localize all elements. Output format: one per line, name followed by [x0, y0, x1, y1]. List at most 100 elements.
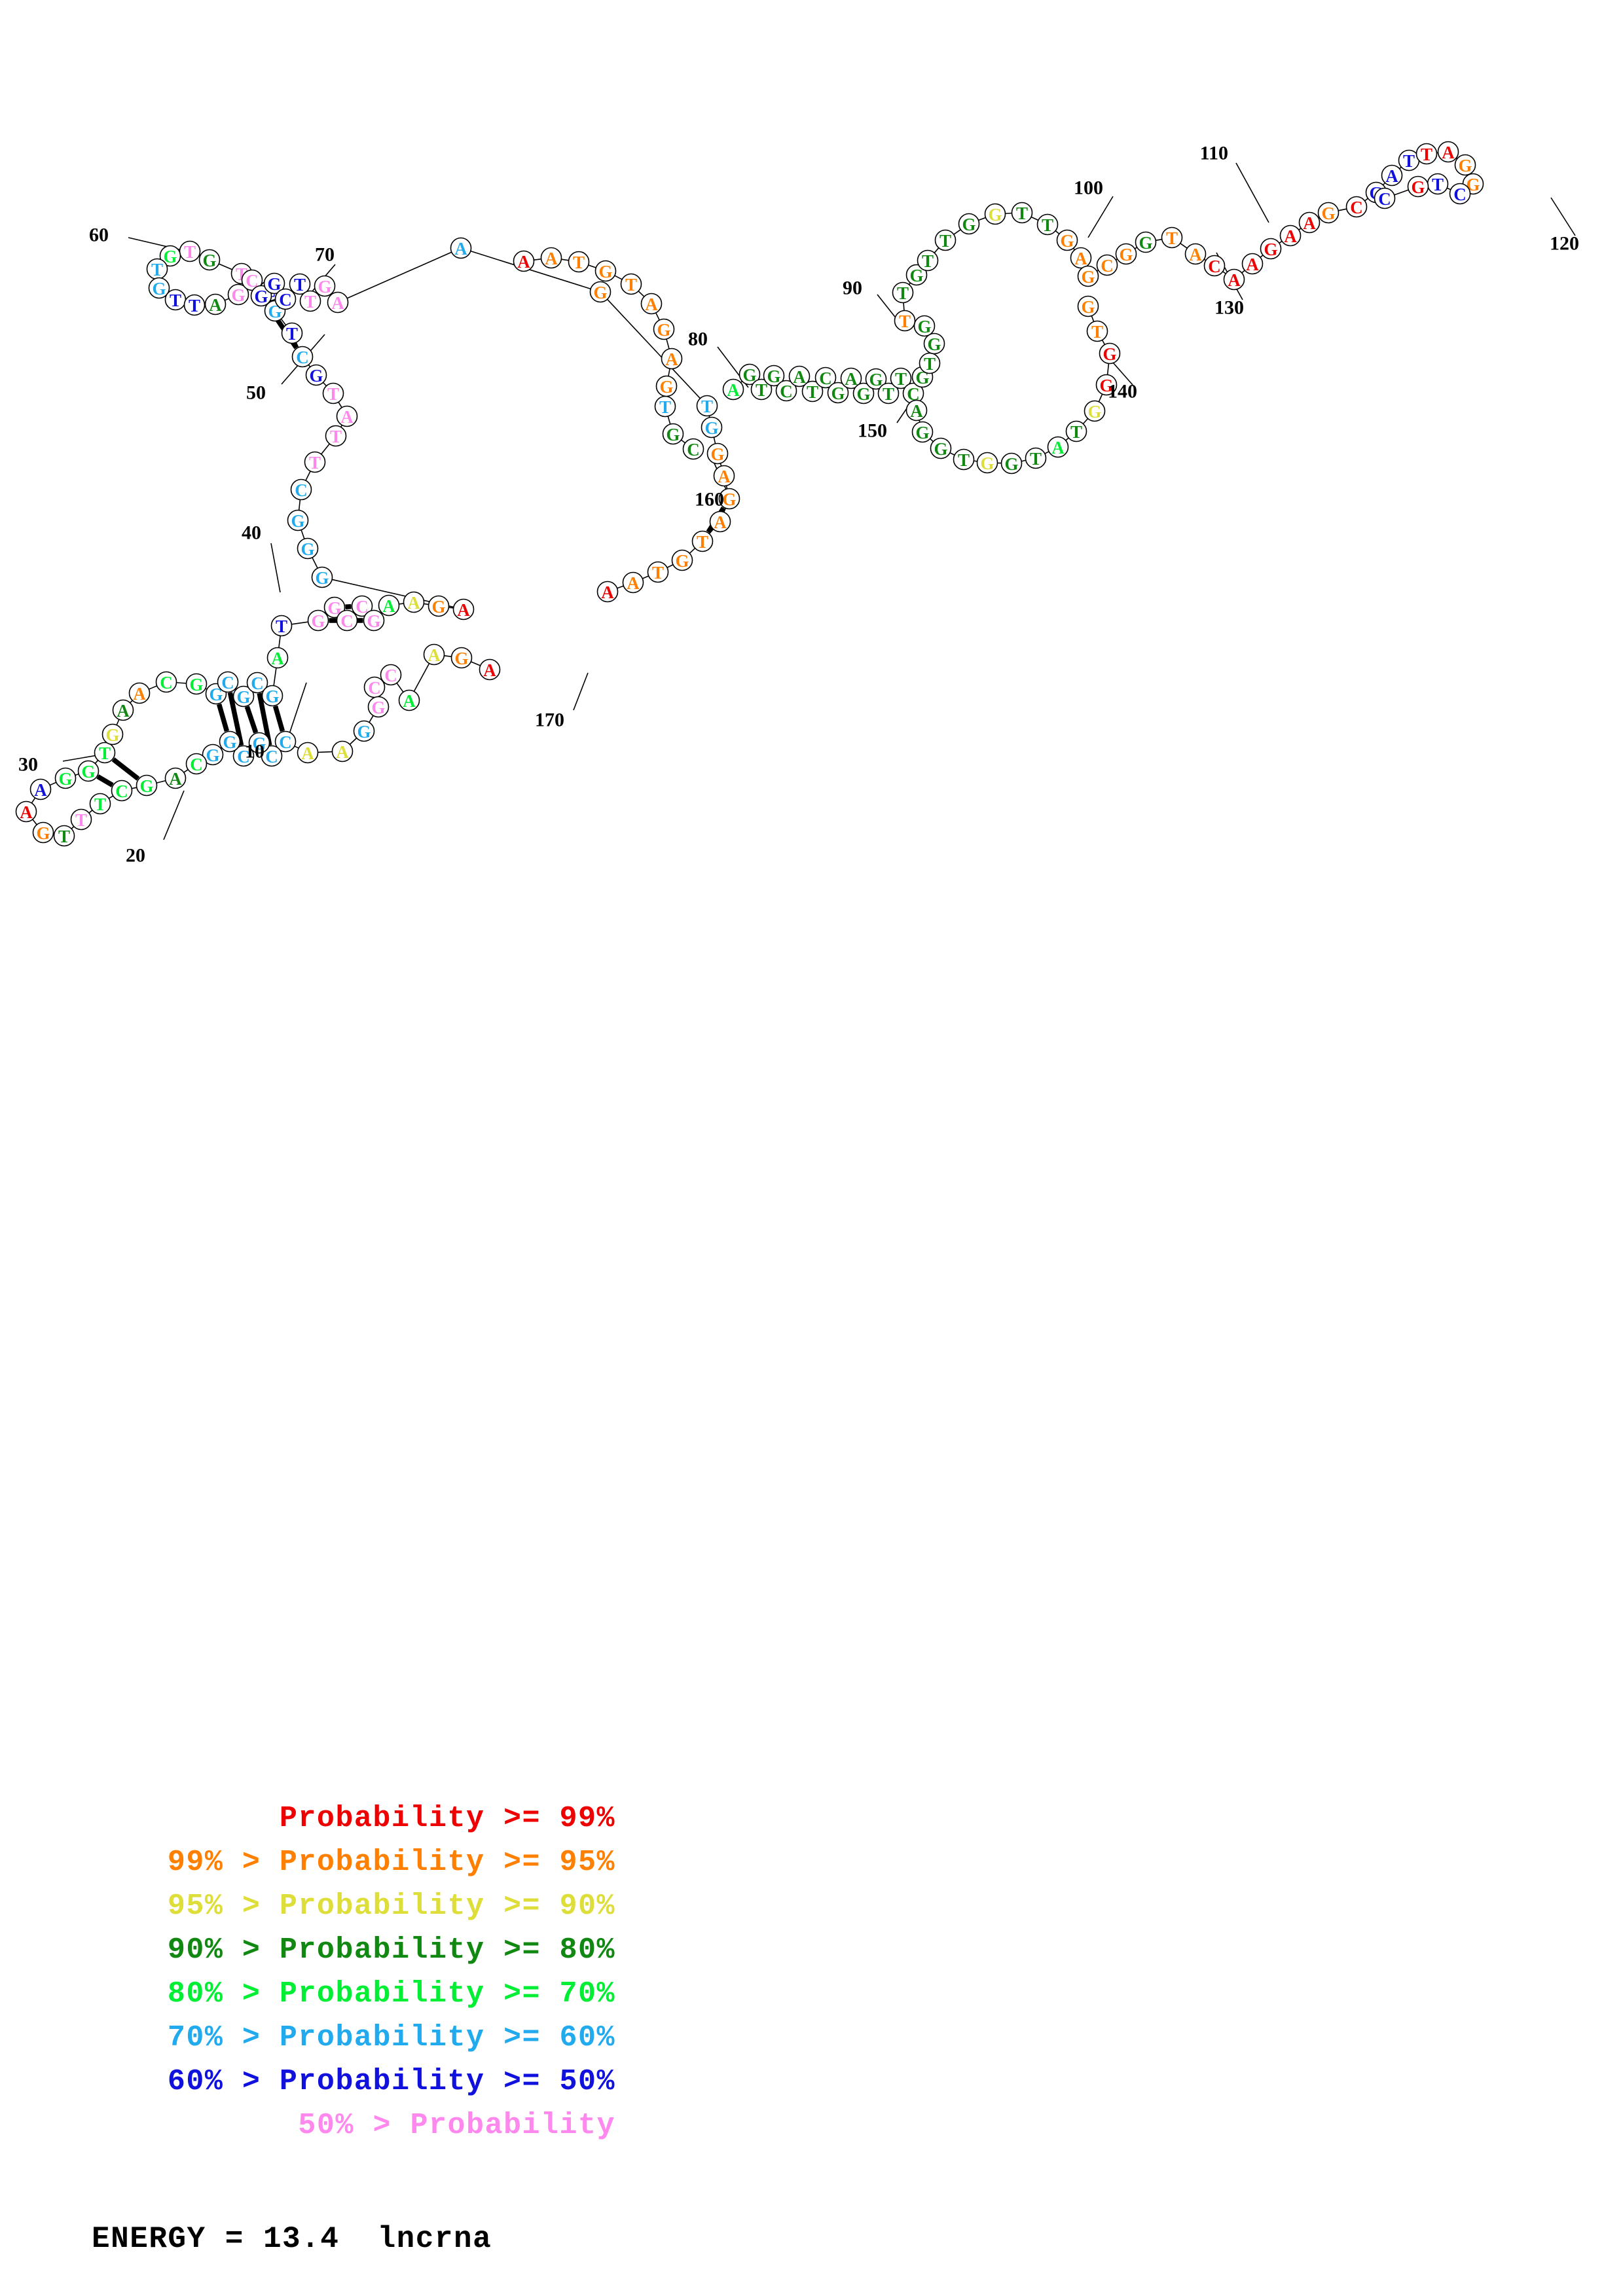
nucleotide[interactable]: T [953, 448, 975, 471]
nucleotide[interactable]: C [111, 780, 133, 802]
nucleotide[interactable]: G [353, 720, 375, 742]
nucleotide[interactable]: G [718, 488, 740, 510]
nucleotide[interactable]: A [596, 581, 619, 603]
nucleotide[interactable]: T [919, 352, 941, 374]
nucleotide[interactable]: G [185, 673, 208, 695]
nucleotide[interactable]: A [1223, 268, 1245, 291]
nucleotide[interactable]: G [148, 277, 170, 299]
nucleotide[interactable]: T [179, 240, 201, 262]
nucleotide[interactable]: T [647, 561, 669, 583]
nucleotide[interactable]: C [682, 438, 704, 460]
nucleotide[interactable]: T [890, 367, 912, 389]
nucleotide[interactable]: G [1317, 202, 1340, 224]
nucleotide[interactable]: A [479, 658, 501, 681]
nucleotide[interactable]: T [1065, 420, 1087, 442]
nucleotide[interactable]: G [307, 609, 329, 632]
nucleotide[interactable]: T [70, 808, 92, 831]
nucleotide[interactable]: G [136, 774, 158, 797]
nucleotide[interactable]: T [654, 395, 676, 418]
nucleotide[interactable]: C [775, 380, 797, 402]
nucleotide[interactable]: G [976, 452, 998, 474]
nucleotide[interactable]: G [250, 285, 272, 307]
nucleotide[interactable]: C [290, 478, 312, 501]
nucleotide[interactable]: G [739, 363, 761, 386]
nucleotide[interactable]: G [706, 442, 729, 465]
nucleotide[interactable]: T [568, 251, 590, 273]
nucleotide[interactable]: G [367, 696, 390, 718]
nucleotide[interactable]: C [185, 753, 208, 775]
nucleotide[interactable]: G [198, 249, 221, 271]
nucleotide[interactable]: C [814, 367, 837, 389]
nucleotide[interactable]: A [640, 293, 663, 315]
nucleotide[interactable]: A [905, 399, 928, 422]
nucleotide[interactable]: T [934, 229, 957, 251]
nucleotide[interactable]: G [1077, 295, 1099, 317]
nucleotide[interactable]: T [894, 310, 916, 332]
nucleotide[interactable]: T [620, 273, 642, 295]
nucleotide[interactable]: C [291, 346, 314, 368]
nucleotide[interactable]: A [29, 778, 52, 800]
nucleotide[interactable]: C [274, 288, 297, 310]
nucleotide[interactable]: G [1260, 238, 1282, 260]
nucleotide[interactable]: G [1084, 400, 1106, 422]
nucleotide[interactable]: A [1184, 243, 1207, 265]
nucleotide[interactable]: A [378, 594, 400, 617]
nucleotide[interactable]: T [289, 273, 311, 295]
nucleotide[interactable]: C [351, 595, 373, 617]
nucleotide[interactable]: C [217, 671, 239, 693]
nucleotide[interactable]: G [1099, 342, 1121, 365]
nucleotide[interactable]: A [713, 465, 735, 487]
nucleotide[interactable]: A [297, 742, 319, 764]
nucleotide[interactable]: G [923, 332, 945, 355]
nucleotide[interactable]: G [594, 260, 617, 282]
nucleotide[interactable]: G [701, 416, 723, 439]
nucleotide[interactable]: C [1374, 187, 1396, 209]
nucleotide[interactable]: A [336, 405, 358, 427]
nucleotide[interactable]: A [788, 365, 811, 387]
nucleotide[interactable]: T [696, 395, 718, 417]
nucleotide[interactable]: A [709, 511, 731, 533]
nucleotide[interactable]: T [53, 825, 75, 847]
nucleotide[interactable]: T [892, 281, 914, 304]
nucleotide[interactable]: A [15, 800, 37, 823]
nucleotide[interactable]: A [112, 699, 134, 721]
nucleotide[interactable]: A [840, 367, 862, 389]
nucleotide[interactable]: G [763, 365, 785, 387]
nucleotide[interactable]: C [261, 745, 283, 767]
nucleotide[interactable]: T [1415, 143, 1438, 165]
nucleotide[interactable]: G [905, 264, 928, 286]
nucleotide[interactable]: A [1047, 436, 1069, 458]
nucleotide[interactable]: T [89, 793, 111, 815]
nucleotide[interactable]: G [232, 685, 255, 708]
nucleotide[interactable]: T [801, 380, 824, 403]
nucleotide[interactable]: G [311, 566, 333, 588]
nucleotide[interactable]: A [1279, 224, 1302, 247]
nucleotide[interactable]: G [32, 821, 54, 844]
nucleotide[interactable]: T [691, 530, 714, 552]
nucleotide[interactable]: G [314, 275, 336, 297]
nucleotide[interactable]: G [202, 744, 224, 766]
nucleotide[interactable]: G [219, 730, 241, 753]
nucleotide[interactable]: A [266, 647, 289, 669]
nucleotide[interactable]: A [450, 237, 472, 259]
nucleotide[interactable]: G [54, 767, 77, 789]
nucleotide[interactable]: C [232, 745, 255, 767]
nucleotide[interactable]: C [1449, 183, 1471, 205]
nucleotide[interactable]: G [1115, 243, 1137, 265]
nucleotide[interactable]: T [1427, 173, 1449, 195]
nucleotide[interactable]: G [662, 423, 684, 445]
nucleotide[interactable]: G [653, 318, 675, 340]
nucleotide[interactable]: T [270, 615, 293, 637]
nucleotide[interactable]: T [304, 451, 326, 473]
nucleotide[interactable]: T [164, 289, 187, 311]
nucleotide[interactable]: G [865, 368, 887, 390]
nucleotide[interactable]: G [589, 281, 611, 303]
nucleotide[interactable]: G [263, 272, 285, 295]
nucleotide[interactable]: C [274, 730, 297, 753]
nucleotide[interactable]: G [261, 685, 283, 707]
nucleotide[interactable]: G [428, 595, 450, 617]
nucleotide[interactable]: G [297, 537, 319, 560]
nucleotide[interactable]: G [227, 283, 249, 306]
nucleotide[interactable]: G [1077, 265, 1099, 287]
nucleotide[interactable]: A [540, 247, 562, 269]
